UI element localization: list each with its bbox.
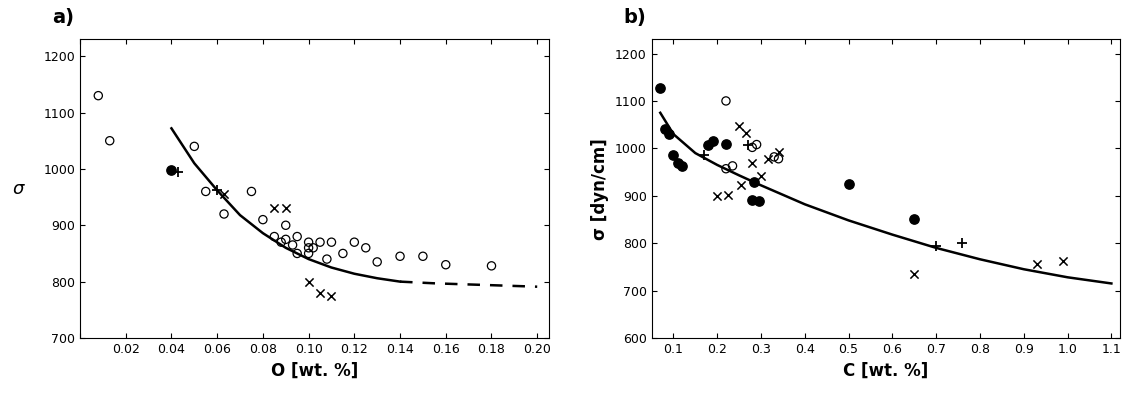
Point [185,143,203,149]
Point [652,84,670,91]
Point [719,192,737,198]
Point [254,217,272,223]
Point [304,245,322,251]
Text: a): a) [51,8,74,28]
Point [272,239,290,245]
Point [765,154,783,160]
Point [743,160,761,166]
Point [414,253,432,259]
Point [299,250,318,257]
Point [743,196,761,203]
Point [738,141,757,148]
Point [288,233,306,240]
Point [265,205,283,211]
Point [748,141,766,148]
X-axis label: O [wt. %]: O [wt. %] [271,362,358,379]
Point [391,253,409,259]
Point [708,193,726,199]
Text: $\sigma$: $\sigma$ [13,180,26,198]
Point [655,126,673,132]
Point [717,165,735,172]
Point [322,292,341,299]
Point [101,138,119,144]
Point [197,188,215,195]
Point [717,98,735,104]
Point [953,240,972,246]
Point [752,173,770,179]
Point [311,290,329,296]
Point [700,141,718,148]
Point [288,250,306,257]
Point [717,140,735,147]
Point [736,130,754,136]
Point [730,123,749,129]
Point [1054,258,1072,264]
Point [242,188,261,195]
Point [927,243,945,250]
Point [162,167,181,173]
Point [357,245,375,251]
Point [299,239,318,245]
Point [733,182,751,189]
Point [745,179,764,185]
Point [283,242,302,248]
Point [318,256,336,262]
Point [208,187,226,193]
Point [277,205,295,211]
Point [664,152,682,159]
Point [704,138,722,144]
Point [905,271,924,277]
Point [1028,261,1046,267]
Point [839,181,857,187]
Point [724,163,742,169]
Point [311,239,329,245]
Point [769,156,788,162]
Point [215,191,233,197]
Point [277,236,295,242]
Point [265,233,283,240]
Point [769,149,788,155]
Point [345,239,363,245]
Point [277,222,295,228]
Point [905,215,924,222]
Point [759,156,777,162]
Point [215,211,233,217]
Point [660,131,678,137]
Text: b): b) [623,8,646,28]
Point [750,198,768,205]
Point [299,245,318,251]
Point [322,239,341,245]
Point [368,259,386,265]
Y-axis label: σ [dyn/cm]: σ [dyn/cm] [591,138,609,239]
Point [482,263,501,269]
Point [169,169,187,175]
X-axis label: C [wt. %]: C [wt. %] [844,362,928,379]
Point [743,144,761,151]
Point [669,160,687,166]
Point [334,250,352,257]
Point [437,262,455,268]
Point [673,163,692,169]
Point [695,152,713,159]
Point [89,92,107,99]
Point [299,279,318,285]
